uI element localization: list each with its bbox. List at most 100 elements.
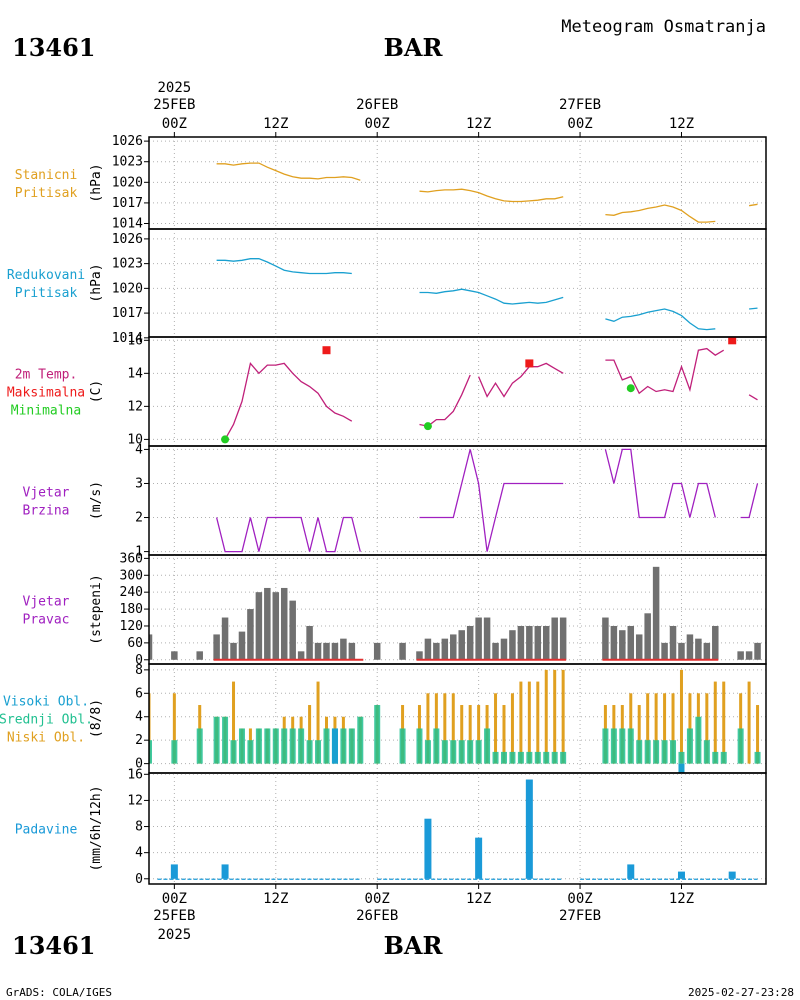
mid-cloud-bar — [661, 740, 668, 764]
panel-data — [216, 162, 758, 223]
tick-label: 00Z — [365, 891, 390, 907]
y-tick-label: 16 — [127, 767, 143, 782]
series-line — [605, 204, 716, 223]
mid-cloud-bar — [543, 751, 550, 764]
low-cloud-bar — [308, 705, 312, 764]
mid-cloud-bar — [737, 728, 744, 764]
mid-cloud-bar — [627, 728, 634, 764]
y-tick-label: 1014 — [112, 331, 143, 346]
mid-cloud-bar — [149, 740, 152, 764]
mid-cloud-bar — [551, 751, 558, 764]
direction-bar — [678, 642, 685, 660]
chart-title: Meteogram Osmatranja — [561, 17, 766, 37]
mid-cloud-bar — [526, 751, 533, 764]
direction-bar — [627, 625, 635, 660]
precip-bar — [170, 864, 178, 879]
mid-cloud-bar — [467, 740, 474, 764]
mid-cloud-bar — [441, 740, 448, 764]
low-cloud-bar — [544, 669, 548, 764]
direction-bar — [399, 642, 406, 660]
panel-data — [215, 448, 759, 553]
series-line — [478, 362, 564, 398]
direction-bar — [323, 642, 330, 660]
mid-cloud-bar — [424, 740, 431, 764]
direction-bar — [559, 617, 567, 660]
low-cloud-bar — [679, 669, 683, 764]
series-line — [419, 288, 564, 305]
low-cloud-bar — [232, 681, 236, 764]
y-tick-label: 1026 — [112, 232, 143, 247]
panel-label: Stanicni — [15, 168, 78, 183]
y-tick-label: 1023 — [112, 155, 143, 170]
mid-cloud-bar — [399, 728, 406, 764]
tick-label: 12Z — [669, 116, 694, 132]
mid-cloud-bar — [636, 740, 643, 764]
y-tick-label: 60 — [127, 636, 143, 651]
low-cloud-bar — [510, 693, 514, 764]
mid-cloud-bar — [712, 751, 719, 764]
direction-bar — [264, 587, 271, 660]
tick-label: 12Z — [466, 116, 491, 132]
series-line — [740, 483, 759, 519]
mid-cloud-bar — [670, 740, 677, 764]
station-id-top: 13461 — [12, 33, 96, 62]
direction-bar — [196, 651, 203, 660]
y-axis-label: (C) — [89, 380, 104, 403]
direction-bar — [340, 638, 347, 660]
panel-label: Padavine — [15, 823, 78, 838]
mid-cloud-bar — [306, 740, 313, 764]
y-tick-label: 12 — [127, 793, 143, 808]
low-cloud-bar — [527, 681, 531, 764]
precip-bar — [677, 871, 685, 879]
series-line — [215, 516, 361, 553]
panel-temperature: 2m Temp. Maksimalna Minimalna (C) 10 12 14 16 — [7, 333, 767, 447]
low-cloud-bar — [494, 693, 498, 764]
direction-bar — [247, 609, 254, 660]
precip-bar — [475, 837, 483, 879]
panel-label: 2m Temp. — [15, 368, 78, 383]
low-cloud-bar — [654, 693, 658, 764]
mid-cloud-bar — [264, 728, 271, 764]
y-tick-label: 0 — [135, 872, 143, 887]
series-line — [605, 347, 725, 395]
date-label: 27FEB — [559, 97, 601, 113]
mid-cloud-bar — [534, 751, 541, 764]
direction-bar — [551, 617, 558, 660]
low-cloud-bar — [477, 705, 481, 764]
tick-label: 12Z — [263, 891, 288, 907]
series-line — [604, 448, 716, 519]
tmax-marker — [728, 337, 737, 345]
y-tick-label: 3 — [135, 476, 143, 491]
precip-bar — [424, 818, 432, 879]
direction-bar — [416, 651, 423, 660]
low-cloud-bar — [747, 681, 751, 764]
mid-cloud-bar — [357, 716, 364, 764]
station-id-bottom: 13461 — [12, 931, 96, 960]
panel-label: Maksimalna — [7, 386, 85, 401]
y-tick-label: 2 — [135, 733, 143, 748]
y-axis-label: (mm/6h/12h) — [89, 785, 104, 871]
panel-label: Pritisak — [15, 186, 78, 201]
series-line — [605, 308, 716, 331]
mid-cloud-bar — [213, 716, 220, 764]
mid-cloud-bar — [230, 740, 237, 764]
y-tick-label: 1 — [135, 545, 143, 560]
mid-cloud-bar — [695, 716, 702, 764]
series-line — [216, 162, 361, 181]
direction-bar — [475, 617, 482, 660]
y-tick-label: 1017 — [112, 306, 143, 321]
direction-bar — [424, 638, 432, 660]
low-cloud-bar — [316, 681, 320, 764]
date-label: 25FEB — [153, 97, 195, 113]
panel-label: Pritisak — [15, 286, 78, 301]
direction-bar — [314, 642, 322, 660]
tick-label: 00Z — [567, 891, 592, 907]
mid-cloud-bar — [492, 751, 499, 764]
precip-bar — [627, 864, 635, 879]
high-cloud-bar — [678, 763, 685, 773]
footer-credit: GrADS: COLA/IGES — [6, 986, 112, 999]
panel-frame — [148, 772, 767, 885]
y-tick-label: 240 — [120, 585, 143, 600]
